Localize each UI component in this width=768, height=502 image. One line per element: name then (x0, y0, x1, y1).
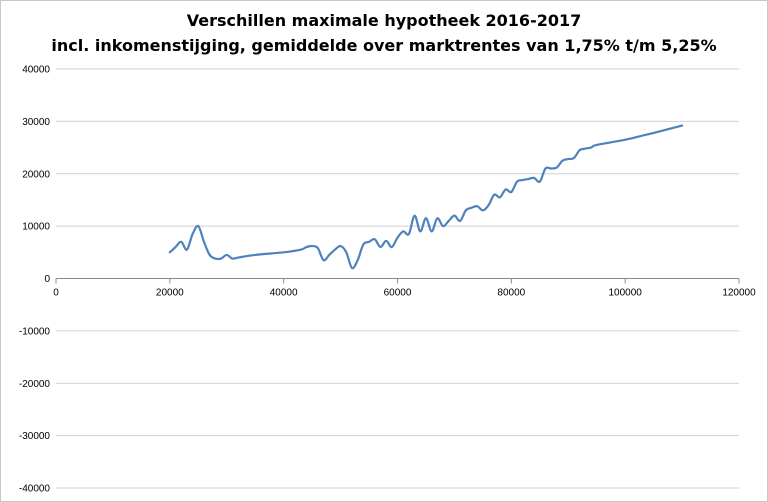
data-point (554, 164, 560, 170)
data-point (417, 228, 423, 234)
data-point (577, 147, 583, 153)
data-point (281, 249, 287, 255)
data-point (429, 228, 435, 234)
data-point (588, 145, 594, 151)
x-tick-label: 60000 (384, 288, 412, 299)
y-tick-label: -30000 (19, 431, 51, 442)
data-point (355, 257, 361, 263)
data-point (503, 186, 509, 192)
x-tick-label: 40000 (270, 288, 298, 299)
data-point (360, 241, 366, 247)
data-point (343, 249, 349, 255)
data-point (508, 189, 514, 195)
data-point (207, 252, 213, 258)
data-point (548, 166, 554, 172)
data-point (497, 194, 503, 200)
x-tick-label: 0 (53, 288, 59, 299)
y-tick-label: -40000 (19, 484, 51, 495)
y-tick-label: -20000 (19, 379, 51, 390)
data-point (298, 247, 304, 253)
data-point (565, 156, 571, 162)
y-tick-label: 0 (44, 274, 50, 285)
data-point (178, 239, 184, 245)
data-point (520, 177, 526, 183)
data-point (434, 215, 440, 221)
chart-title-line-2: incl. inkomenstijging, gemiddelde over m… (51, 36, 716, 55)
data-point (366, 239, 372, 245)
data-point (338, 243, 344, 249)
y-axis-tick-labels: 40000 30000 20000 10000 0 -10000 -20000 -30000 -… (19, 65, 51, 495)
data-point (582, 146, 588, 152)
data-point (224, 252, 230, 258)
data-point (537, 179, 543, 185)
data-point (594, 142, 600, 148)
series-group (167, 123, 685, 271)
data-point (457, 218, 463, 224)
y-tick-label: -10000 (19, 326, 51, 337)
data-point (514, 179, 520, 185)
horizontal-gridlines (56, 68, 739, 489)
data-point (486, 202, 492, 208)
data-point (184, 247, 190, 253)
data-point (423, 215, 429, 221)
data-point (531, 175, 537, 181)
data-point (173, 244, 179, 250)
data-point (201, 239, 207, 245)
data-point (571, 155, 577, 161)
chart-title-line-1: Verschillen maximale hypotheek 2016-2017 (187, 11, 581, 30)
x-tick-label: 120000 (722, 288, 756, 299)
data-point (315, 245, 321, 251)
data-point (468, 205, 474, 211)
y-tick-label: 40000 (22, 65, 50, 76)
data-point (406, 231, 412, 237)
data-point (383, 238, 389, 244)
data-point (395, 235, 401, 241)
data-point (463, 207, 469, 213)
data-point (252, 252, 258, 258)
data-point (167, 249, 173, 255)
data-point (480, 207, 486, 213)
chart-title: Verschillen maximale hypotheek 2016-2017… (51, 11, 716, 55)
data-point (309, 243, 315, 249)
data-point (195, 223, 201, 229)
data-point (326, 252, 332, 258)
data-point (440, 223, 446, 229)
data-point (542, 166, 548, 172)
y-tick-label: 20000 (22, 169, 50, 180)
data-point (679, 123, 685, 129)
data-point (622, 137, 628, 143)
data-point (332, 247, 338, 253)
x-tick-label: 20000 (156, 288, 184, 299)
data-point (377, 244, 383, 250)
data-point (389, 244, 395, 250)
data-point (321, 257, 327, 263)
data-point (651, 130, 657, 136)
data-point (190, 231, 196, 237)
data-point (372, 236, 378, 242)
series-line (168, 124, 684, 270)
data-point (560, 158, 566, 164)
data-point (235, 255, 241, 261)
data-point (229, 256, 235, 262)
y-tick-label: 30000 (22, 117, 50, 128)
data-point (349, 265, 355, 271)
y-tick-label: 10000 (22, 222, 50, 233)
data-point (412, 213, 418, 219)
data-point (303, 244, 309, 250)
data-point (474, 203, 480, 209)
x-tick-label: 80000 (497, 288, 525, 299)
x-tick-label: 100000 (608, 288, 642, 299)
data-point (400, 228, 406, 234)
data-point (212, 256, 218, 262)
data-point (451, 213, 457, 219)
data-point (446, 218, 452, 224)
data-point (218, 256, 224, 262)
x-axis: 0 20000 40000 60000 80000 100000 120000 (53, 278, 756, 299)
data-point (491, 192, 497, 198)
data-point (525, 176, 531, 182)
